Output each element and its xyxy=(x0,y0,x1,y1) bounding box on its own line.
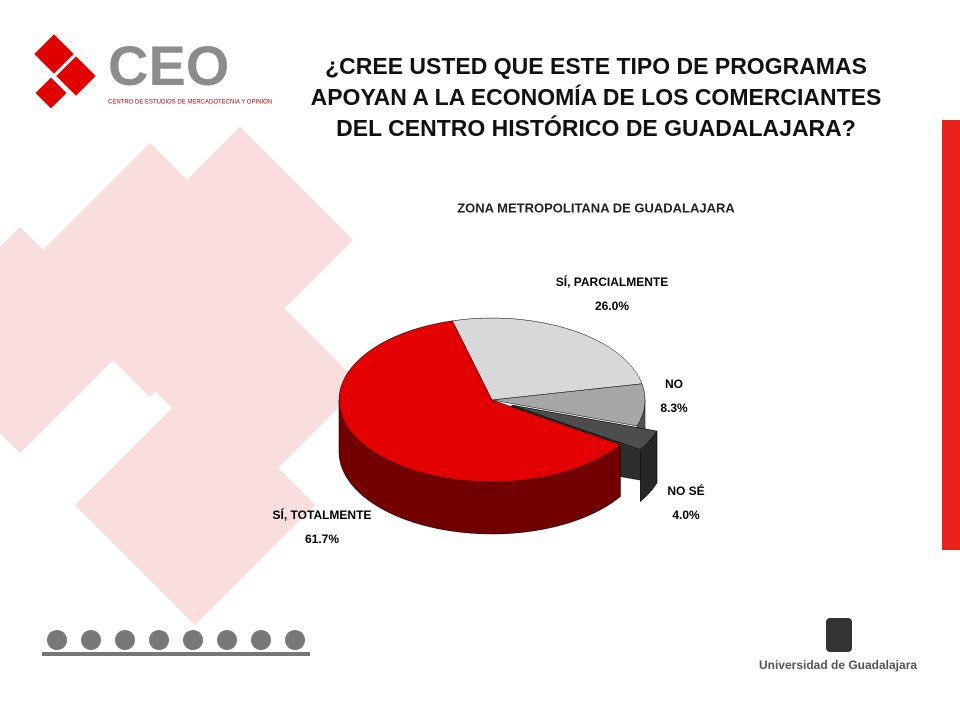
background-pattern xyxy=(0,126,362,626)
slice-label: SÍ, TOTALMENTE xyxy=(273,507,372,522)
slice-label: NO SÉ xyxy=(667,483,704,498)
logo-tagline: CENTRO DE ESTUDIOS DE MERCADOTECNIA Y OP… xyxy=(108,99,272,106)
slice-label: NO xyxy=(665,377,683,391)
slice-value-label: 61.7% xyxy=(305,532,339,546)
slice xyxy=(338,320,621,483)
slice xyxy=(491,383,646,427)
slice xyxy=(452,317,643,401)
logo-text: CEO xyxy=(108,34,229,97)
footer-figures xyxy=(42,630,310,656)
slice-value-label: 26.0% xyxy=(595,299,629,313)
ceo-logo: CEO CENTRO DE ESTUDIOS DE MERCADOTECNIA … xyxy=(34,34,272,109)
side-bar xyxy=(942,120,960,550)
university-logo: Universidad de Guadalajara xyxy=(759,618,917,672)
university-name: Universidad de Guadalajara xyxy=(759,658,917,672)
chart-title: ¿CREE USTED QUE ESTE TIPO DE PROGRAMAS AP… xyxy=(311,53,882,141)
pie: SÍ, PARCIALMENTE 26.0% NO 8.3% NO SÉ 4.0% SÍ, … xyxy=(273,274,705,546)
slice-value-label: 8.3% xyxy=(660,401,688,415)
chart-title-text: ¿CREE USTED QUE ESTE TIPO DE PROGRAMAS AP… xyxy=(311,53,882,141)
slice-label: SÍ, PARCIALMENTE xyxy=(556,274,668,289)
slice xyxy=(511,404,658,450)
slice-value-label: 4.0% xyxy=(672,508,700,522)
chart-subtitle: ZONA METROPOLITANA DE GUADALAJARA xyxy=(457,200,735,215)
